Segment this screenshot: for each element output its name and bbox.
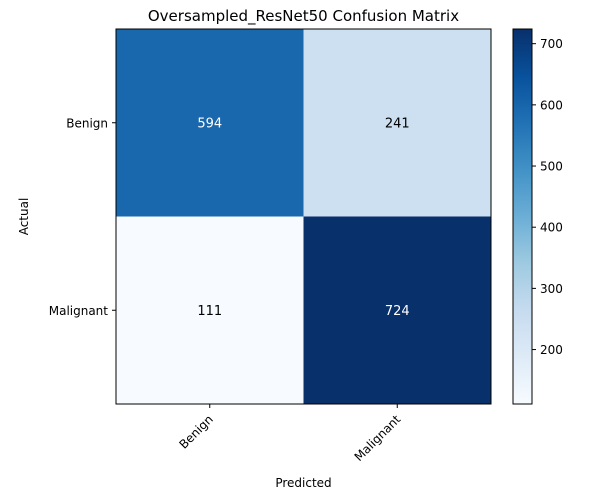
matrix-cells: 594 241 111 724 (116, 29, 491, 404)
matrix-cell (303, 216, 491, 404)
cell-value-label: 724 (385, 304, 410, 319)
x-axis-label: Predicted (275, 476, 331, 490)
matrix-cell (116, 29, 304, 217)
cell-value-label: 594 (197, 116, 222, 131)
colorbar-tick-label: 200 (540, 343, 563, 357)
colorbar-frame (512, 28, 533, 405)
colorbar: 200 300 400 500 600 700 (512, 28, 563, 405)
y-tick-label: Benign (66, 116, 108, 130)
colorbar-tick-label: 700 (540, 37, 563, 51)
colorbar-tick-label: 400 (540, 221, 563, 235)
colorbar-tick-label: 500 (540, 160, 563, 174)
matrix-cell (303, 29, 491, 217)
y-tick-label: Malignant (49, 304, 109, 318)
matrix-cell (116, 216, 304, 404)
y-axis-label: Actual (17, 198, 31, 236)
cell-value-label: 241 (385, 116, 410, 131)
cell-value-label: 111 (197, 304, 222, 319)
x-tick-label: Benign (176, 412, 215, 451)
plot-frame (115, 28, 492, 405)
x-tick-label: Malignant (352, 412, 404, 464)
colorbar-tick-label: 600 (540, 98, 563, 112)
chart-title: Oversampled_ResNet50 Confusion Matrix (148, 7, 459, 26)
colorbar-gradient (513, 29, 532, 404)
colorbar-tick-label: 300 (540, 282, 563, 296)
